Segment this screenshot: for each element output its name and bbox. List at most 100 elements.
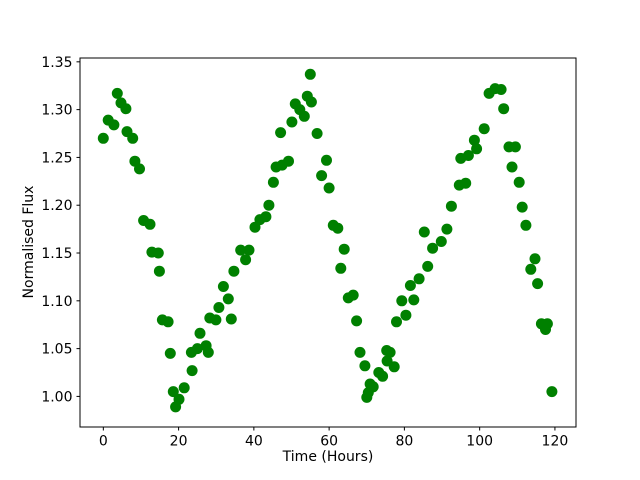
data-point <box>520 219 532 231</box>
x-tick-label: 20 <box>170 434 188 450</box>
data-point <box>396 295 408 307</box>
data-point <box>445 200 457 212</box>
data-point <box>462 150 474 161</box>
data-point <box>283 155 294 167</box>
data-point <box>422 260 434 272</box>
data-point <box>468 134 480 146</box>
data-point <box>210 314 222 326</box>
data-point <box>298 110 310 122</box>
data-point <box>377 370 389 382</box>
data-point <box>388 361 400 373</box>
data-point <box>460 177 472 189</box>
data-point <box>194 327 206 339</box>
data-point <box>418 226 430 238</box>
data-point <box>228 265 240 277</box>
data-point <box>513 176 525 188</box>
data-point <box>332 222 344 234</box>
data-point <box>516 201 528 213</box>
data-point <box>404 280 416 291</box>
data-point <box>162 316 174 328</box>
x-tick-label: 40 <box>245 434 263 450</box>
data-point <box>323 182 335 194</box>
data-point <box>384 346 396 358</box>
data-point <box>471 143 483 155</box>
data-point <box>97 132 109 144</box>
data-point <box>240 254 252 266</box>
x-tick-label: 100 <box>466 434 493 450</box>
data-point <box>413 273 425 285</box>
y-tick-label: 1.15 <box>41 246 72 262</box>
data-point <box>400 309 412 321</box>
data-point <box>532 278 544 290</box>
data-point <box>304 68 316 80</box>
data-point <box>222 293 234 305</box>
data-point <box>260 211 272 223</box>
y-tick-label: 1.00 <box>41 389 72 405</box>
data-point <box>427 242 439 254</box>
data-point <box>286 116 298 128</box>
data-point <box>351 315 363 327</box>
data-point <box>127 132 139 144</box>
data-point <box>152 247 164 259</box>
y-tick-label: 1.35 <box>41 55 72 71</box>
y-tick-label: 1.05 <box>41 342 72 358</box>
data-point <box>108 119 120 131</box>
data-point <box>335 262 347 274</box>
x-tick-label: 60 <box>320 434 338 450</box>
data-point <box>359 360 371 372</box>
data-point <box>191 343 203 355</box>
data-point <box>525 263 537 275</box>
data-point <box>167 386 179 398</box>
data-point <box>541 318 553 330</box>
data-point <box>506 161 518 173</box>
data-point <box>235 244 247 256</box>
data-point <box>495 84 507 95</box>
data-point <box>546 386 558 398</box>
data-point <box>111 87 123 99</box>
data-point <box>120 103 132 115</box>
data-point <box>509 141 521 153</box>
data-point <box>173 393 185 405</box>
x-tick-label: 120 <box>542 434 569 450</box>
data-point <box>263 199 275 211</box>
data-point <box>391 316 402 328</box>
y-tick-label: 1.25 <box>41 150 72 166</box>
y-axis-label: Normalised Flux <box>21 185 37 299</box>
data-point <box>441 223 453 235</box>
data-point <box>305 96 317 108</box>
data-point <box>275 127 287 139</box>
x-axis-label: Time (Hours) <box>282 449 374 465</box>
y-tick-label: 1.20 <box>41 198 72 214</box>
y-tick-label: 1.10 <box>41 294 72 310</box>
data-point <box>347 289 359 301</box>
data-point <box>478 123 490 135</box>
data-point <box>529 253 541 265</box>
x-tick-label: 80 <box>395 434 413 450</box>
data-point <box>338 243 350 255</box>
data-point <box>367 381 379 393</box>
data-point <box>213 302 225 313</box>
data-point <box>321 154 332 166</box>
data-point <box>164 347 176 359</box>
data-point <box>178 382 190 394</box>
data-point <box>225 313 237 325</box>
data-point <box>316 170 328 182</box>
data-point <box>144 218 156 230</box>
data-point <box>243 244 255 256</box>
data-point <box>134 163 145 175</box>
data-point <box>408 294 420 306</box>
data-point <box>153 265 165 277</box>
data-point <box>311 128 323 139</box>
data-point <box>354 346 366 358</box>
x-tick-label: 0 <box>99 434 108 450</box>
y-tick-label: 1.30 <box>41 103 72 119</box>
data-point <box>217 281 229 292</box>
data-point <box>202 346 214 358</box>
data-point <box>267 176 279 188</box>
data-point <box>498 103 510 115</box>
axes-frame <box>79 57 577 428</box>
data-point <box>186 365 198 377</box>
data-point <box>435 236 447 247</box>
